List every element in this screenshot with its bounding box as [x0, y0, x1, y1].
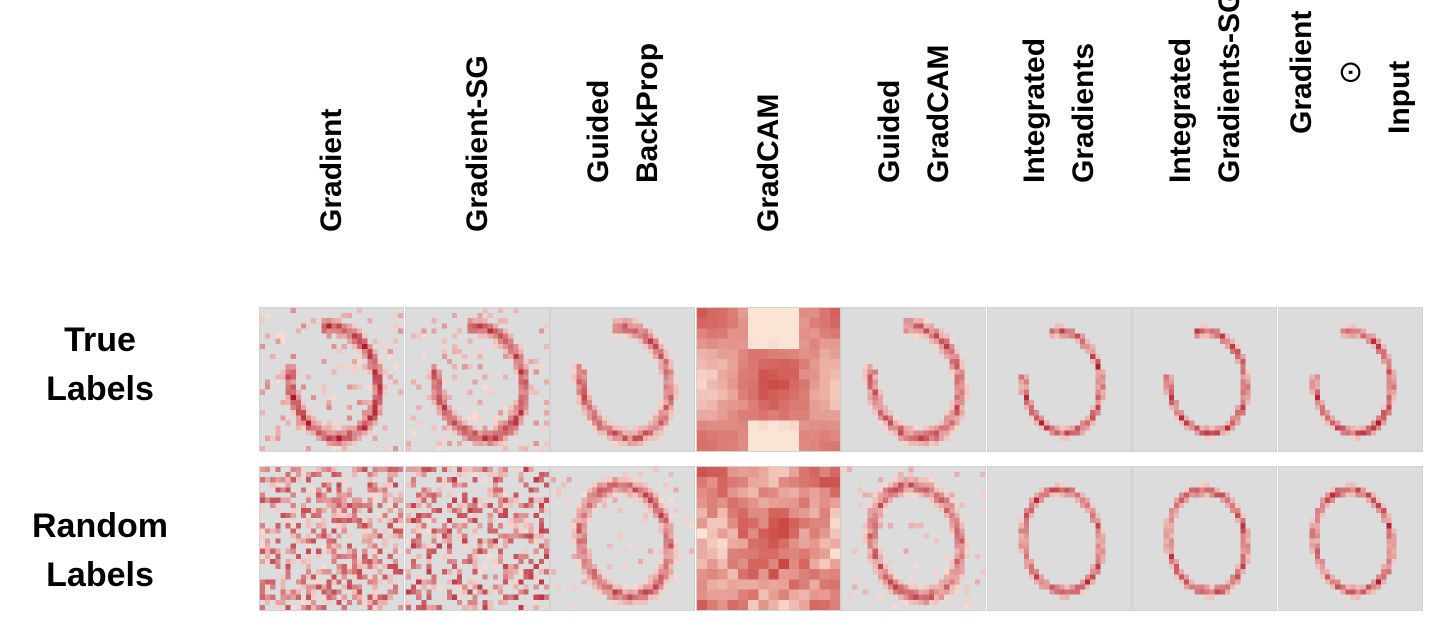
row-label-line: Labels: [46, 556, 154, 594]
column-header: Gradient: [259, 0, 404, 295]
column-header-text: Guided BackProp: [574, 43, 672, 183]
saliency-map: [1132, 466, 1277, 611]
row-label-line: True: [64, 321, 136, 359]
row-label-line: Labels: [46, 370, 154, 408]
saliency-map: [550, 307, 695, 452]
column-header-text: Integrated Gradients-SG: [1156, 0, 1254, 183]
saliency-map: [1132, 307, 1277, 452]
column-header-line: Integrated: [1163, 37, 1197, 183]
column-header-text: Gradient-SG: [453, 55, 502, 232]
saliency-map: [404, 466, 550, 611]
column-header-line: Gradients-SG: [1212, 0, 1246, 183]
column-header: Integrated Gradients-SG: [1132, 0, 1277, 295]
column-header: Gradient-SG: [405, 0, 550, 295]
saliency-map: [1277, 466, 1423, 611]
saliency-map: [550, 466, 695, 611]
column-header-text: Integrated Gradients: [1010, 38, 1108, 183]
column-header-text: Gradient: [307, 109, 356, 232]
saliency-map: [695, 307, 841, 452]
column-header-line: Guided: [872, 79, 906, 183]
saliency-map: [259, 466, 404, 611]
column-header-line: Gradient: [1284, 10, 1318, 134]
saliency-map: [986, 466, 1132, 611]
column-header-line: Integrated: [1018, 37, 1051, 183]
column-header: Guided GradCAM: [841, 0, 986, 295]
column-header-line: Input: [1382, 60, 1416, 134]
saliency-map: [841, 307, 986, 452]
column-header: GradCAM: [696, 0, 841, 295]
row-label-line: Random: [32, 507, 168, 545]
row-label: True Labels: [0, 316, 200, 414]
saliency-map: [1277, 307, 1423, 452]
column-header-line: ⊙: [1333, 59, 1367, 85]
saliency-map: [695, 466, 841, 611]
column-header: Guided BackProp: [550, 0, 695, 295]
column-header-text: GradCAM: [744, 94, 793, 232]
column-header: Integrated Gradients: [987, 0, 1132, 295]
column-header-line: BackProp: [630, 42, 664, 183]
saliency-map: [404, 307, 550, 452]
column-header-text: Gradient ⊙ Input: [1277, 11, 1424, 134]
column-header-line: Guided: [581, 79, 615, 183]
column-header-line: Gradient: [315, 108, 348, 232]
saliency-map: [259, 307, 404, 452]
saliency-map: [986, 307, 1132, 452]
saliency-map: [841, 466, 986, 611]
column-header-text: Guided GradCAM: [865, 45, 963, 183]
row-label: Random Labels: [0, 502, 200, 600]
column-header-line: Gradients: [1067, 42, 1100, 183]
column-header-line: Gradient-SG: [460, 55, 494, 232]
column-header: Gradient ⊙ Input: [1278, 0, 1423, 295]
column-header-line: GradCAM: [921, 44, 955, 183]
column-header-line: GradCAM: [751, 93, 785, 232]
